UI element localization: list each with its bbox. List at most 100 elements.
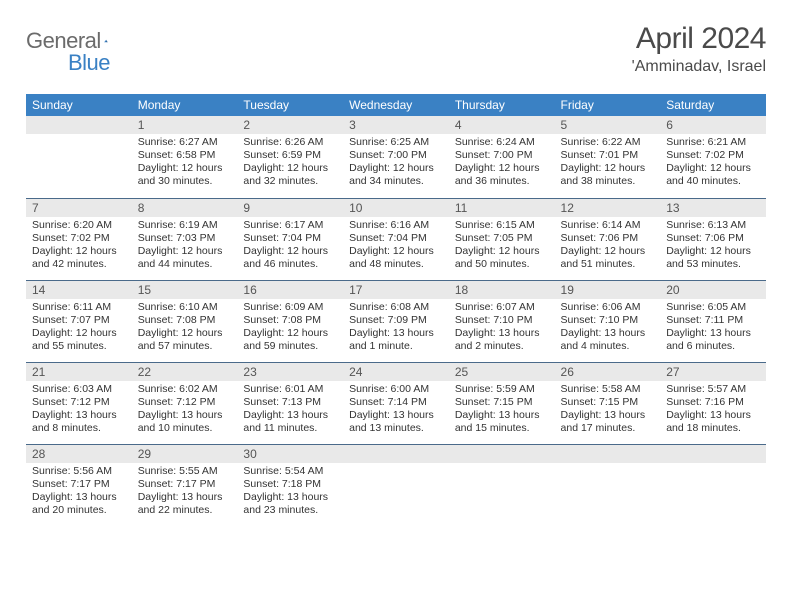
day-line: and 53 minutes. bbox=[666, 258, 760, 271]
day-line: Daylight: 13 hours bbox=[349, 327, 443, 340]
day-body: Sunrise: 6:05 AMSunset: 7:11 PMDaylight:… bbox=[660, 299, 766, 358]
calendar-cell: 1Sunrise: 6:27 AMSunset: 6:58 PMDaylight… bbox=[132, 116, 238, 198]
day-line: Sunrise: 6:01 AM bbox=[243, 383, 337, 396]
day-line: Sunrise: 6:10 AM bbox=[138, 301, 232, 314]
day-line: Sunrise: 6:08 AM bbox=[349, 301, 443, 314]
day-number: 26 bbox=[555, 363, 661, 381]
day-line: Daylight: 12 hours bbox=[561, 162, 655, 175]
day-body bbox=[555, 463, 661, 469]
calendar-cell: 3Sunrise: 6:25 AMSunset: 7:00 PMDaylight… bbox=[343, 116, 449, 198]
day-number: 6 bbox=[660, 116, 766, 134]
day-number: 28 bbox=[26, 445, 132, 463]
day-line: and 38 minutes. bbox=[561, 175, 655, 188]
day-number: 7 bbox=[26, 199, 132, 217]
day-line: and 44 minutes. bbox=[138, 258, 232, 271]
day-number: 14 bbox=[26, 281, 132, 299]
day-line: Sunrise: 6:07 AM bbox=[455, 301, 549, 314]
day-number: 4 bbox=[449, 116, 555, 134]
day-line: Sunset: 6:58 PM bbox=[138, 149, 232, 162]
day-number: 19 bbox=[555, 281, 661, 299]
day-line: Sunset: 7:14 PM bbox=[349, 396, 443, 409]
day-line: Daylight: 12 hours bbox=[455, 245, 549, 258]
calendar-cell: 5Sunrise: 6:22 AMSunset: 7:01 PMDaylight… bbox=[555, 116, 661, 198]
day-line: Sunset: 7:10 PM bbox=[561, 314, 655, 327]
day-body bbox=[660, 463, 766, 469]
logo-triangle-icon bbox=[104, 32, 108, 50]
calendar-cell: 19Sunrise: 6:06 AMSunset: 7:10 PMDayligh… bbox=[555, 280, 661, 362]
calendar-cell bbox=[449, 444, 555, 526]
day-number: 27 bbox=[660, 363, 766, 381]
day-number: 23 bbox=[237, 363, 343, 381]
day-number: 13 bbox=[660, 199, 766, 217]
dh-mon: Monday bbox=[132, 94, 238, 116]
day-line: Sunrise: 6:19 AM bbox=[138, 219, 232, 232]
day-line: Sunrise: 6:03 AM bbox=[32, 383, 126, 396]
calendar-cell: 10Sunrise: 6:16 AMSunset: 7:04 PMDayligh… bbox=[343, 198, 449, 280]
day-number bbox=[449, 445, 555, 463]
day-number: 1 bbox=[132, 116, 238, 134]
day-line: Daylight: 12 hours bbox=[32, 245, 126, 258]
day-number: 22 bbox=[132, 363, 238, 381]
day-line: and 17 minutes. bbox=[561, 422, 655, 435]
day-body: Sunrise: 5:58 AMSunset: 7:15 PMDaylight:… bbox=[555, 381, 661, 440]
day-line: Daylight: 12 hours bbox=[666, 245, 760, 258]
day-line: Daylight: 12 hours bbox=[561, 245, 655, 258]
calendar-cell: 8Sunrise: 6:19 AMSunset: 7:03 PMDaylight… bbox=[132, 198, 238, 280]
calendar-week: 7Sunrise: 6:20 AMSunset: 7:02 PMDaylight… bbox=[26, 198, 766, 280]
day-body: Sunrise: 5:55 AMSunset: 7:17 PMDaylight:… bbox=[132, 463, 238, 522]
day-body: Sunrise: 6:26 AMSunset: 6:59 PMDaylight:… bbox=[237, 134, 343, 193]
day-line: Daylight: 12 hours bbox=[32, 327, 126, 340]
day-line: Daylight: 13 hours bbox=[561, 327, 655, 340]
day-line: Sunset: 6:59 PM bbox=[243, 149, 337, 162]
calendar-cell: 23Sunrise: 6:01 AMSunset: 7:13 PMDayligh… bbox=[237, 362, 343, 444]
day-line: and 30 minutes. bbox=[138, 175, 232, 188]
day-body: Sunrise: 5:57 AMSunset: 7:16 PMDaylight:… bbox=[660, 381, 766, 440]
calendar-cell: 28Sunrise: 5:56 AMSunset: 7:17 PMDayligh… bbox=[26, 444, 132, 526]
day-line: Sunset: 7:02 PM bbox=[666, 149, 760, 162]
day-line: Sunset: 7:12 PM bbox=[138, 396, 232, 409]
calendar-cell: 16Sunrise: 6:09 AMSunset: 7:08 PMDayligh… bbox=[237, 280, 343, 362]
day-number: 2 bbox=[237, 116, 343, 134]
day-body bbox=[343, 463, 449, 469]
title-block: April 2024 'Amminadav, Israel bbox=[632, 22, 766, 76]
day-line: Sunrise: 6:09 AM bbox=[243, 301, 337, 314]
day-line: Daylight: 12 hours bbox=[243, 245, 337, 258]
day-line: Sunrise: 6:13 AM bbox=[666, 219, 760, 232]
day-line: and 42 minutes. bbox=[32, 258, 126, 271]
dh-wed: Wednesday bbox=[343, 94, 449, 116]
calendar-table: Sunday Monday Tuesday Wednesday Thursday… bbox=[26, 94, 766, 526]
day-line: and 55 minutes. bbox=[32, 340, 126, 353]
day-line: Sunrise: 6:20 AM bbox=[32, 219, 126, 232]
day-number: 16 bbox=[237, 281, 343, 299]
day-line: and 32 minutes. bbox=[243, 175, 337, 188]
day-body: Sunrise: 6:27 AMSunset: 6:58 PMDaylight:… bbox=[132, 134, 238, 193]
day-line: and 4 minutes. bbox=[561, 340, 655, 353]
day-line: Sunset: 7:18 PM bbox=[243, 478, 337, 491]
day-body: Sunrise: 5:54 AMSunset: 7:18 PMDaylight:… bbox=[237, 463, 343, 522]
calendar-cell: 4Sunrise: 6:24 AMSunset: 7:00 PMDaylight… bbox=[449, 116, 555, 198]
day-number: 30 bbox=[237, 445, 343, 463]
day-line: Sunset: 7:10 PM bbox=[455, 314, 549, 327]
day-line: Sunset: 7:12 PM bbox=[32, 396, 126, 409]
day-line: Sunrise: 6:05 AM bbox=[666, 301, 760, 314]
day-line: Sunrise: 6:27 AM bbox=[138, 136, 232, 149]
day-line: Sunset: 7:00 PM bbox=[455, 149, 549, 162]
day-line: Sunset: 7:00 PM bbox=[349, 149, 443, 162]
day-body: Sunrise: 6:03 AMSunset: 7:12 PMDaylight:… bbox=[26, 381, 132, 440]
day-line: Sunset: 7:06 PM bbox=[666, 232, 760, 245]
day-line: Daylight: 12 hours bbox=[455, 162, 549, 175]
day-line: Daylight: 13 hours bbox=[666, 327, 760, 340]
calendar-cell bbox=[660, 444, 766, 526]
day-line: Sunset: 7:06 PM bbox=[561, 232, 655, 245]
calendar-cell: 6Sunrise: 6:21 AMSunset: 7:02 PMDaylight… bbox=[660, 116, 766, 198]
day-number: 21 bbox=[26, 363, 132, 381]
day-number: 10 bbox=[343, 199, 449, 217]
day-body: Sunrise: 6:07 AMSunset: 7:10 PMDaylight:… bbox=[449, 299, 555, 358]
day-line: and 36 minutes. bbox=[455, 175, 549, 188]
calendar-cell: 9Sunrise: 6:17 AMSunset: 7:04 PMDaylight… bbox=[237, 198, 343, 280]
day-line: Sunrise: 5:57 AM bbox=[666, 383, 760, 396]
day-body: Sunrise: 6:21 AMSunset: 7:02 PMDaylight:… bbox=[660, 134, 766, 193]
day-line: Sunrise: 5:59 AM bbox=[455, 383, 549, 396]
day-line: Sunrise: 6:17 AM bbox=[243, 219, 337, 232]
day-line: Sunset: 7:08 PM bbox=[138, 314, 232, 327]
